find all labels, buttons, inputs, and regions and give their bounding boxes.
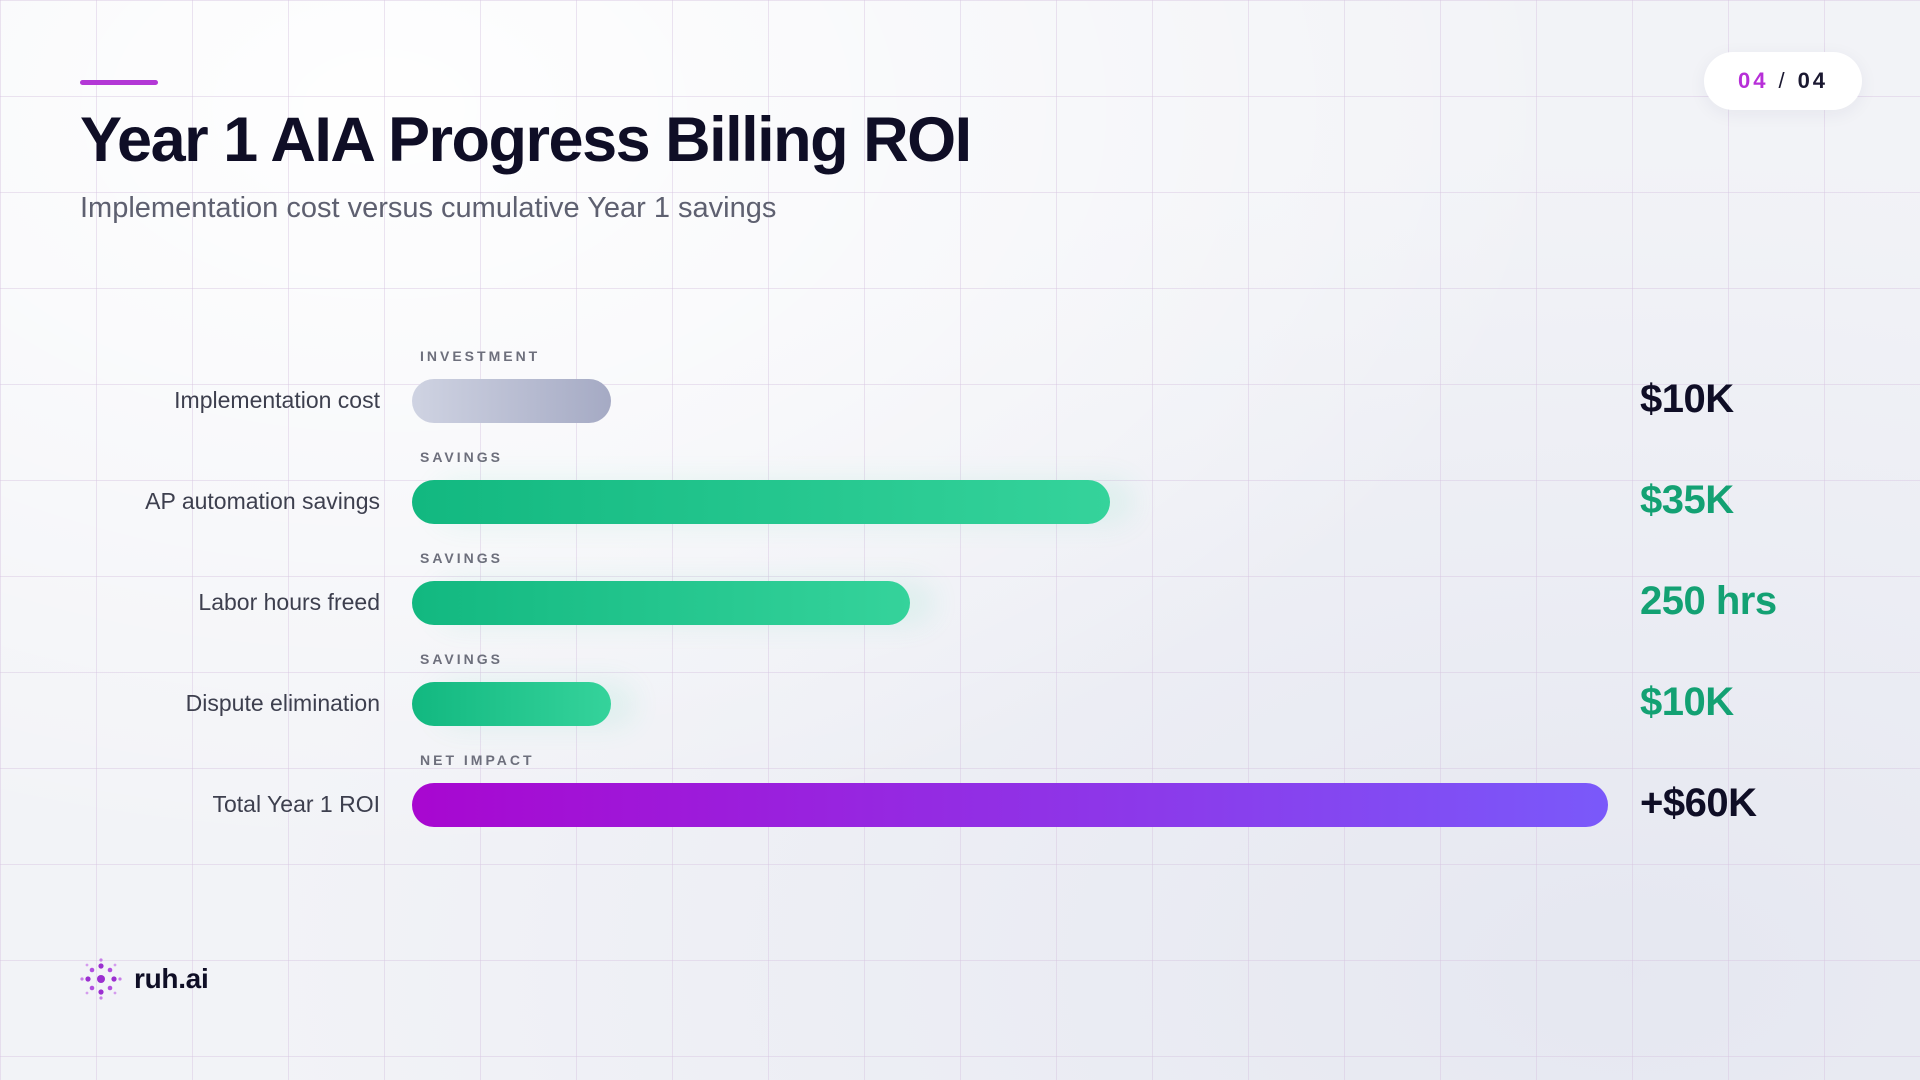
bar-investment [412,379,611,423]
bar-savings [412,581,910,625]
bar-category-label: Dispute elimination [185,690,380,716]
title-accent-line [80,80,158,85]
bar-value-label: $10K [1640,377,1734,421]
bar-value-label: 250 hrs [1640,579,1777,623]
page-separator: / [1778,68,1788,93]
bar-group-tag: NET IMPACT [420,752,535,768]
bar-savings [412,682,611,726]
bar-value-label: +$60K [1640,781,1757,825]
bar-category-label: Implementation cost [174,387,380,413]
bar-category-label: AP automation savings [145,488,380,514]
page-total: 04 [1797,68,1829,93]
bar-group-tag: SAVINGS [420,449,503,465]
dotted-radial-logo-icon [80,958,122,1000]
bar-category-label: Labor hours freed [198,589,380,615]
page-indicator: 04 / 04 [1704,52,1862,110]
bar-group-tag: SAVINGS [420,550,503,566]
page-current: 04 [1737,68,1769,93]
slide-title: Year 1 AIA Progress Billing ROI [80,105,972,175]
bar-group-tag: INVESTMENT [420,348,541,364]
bar-savings [412,480,1110,524]
slide-subtitle: Implementation cost versus cumulative Ye… [80,192,777,224]
bar-group-tag: SAVINGS [420,651,503,667]
brand-name: ruh.ai [134,963,209,994]
bar-value-label: $35K [1640,478,1734,522]
brand-logo: ruh.ai [80,958,209,1000]
bar-net [412,783,1608,827]
bar-category-label: Total Year 1 ROI [212,791,381,817]
bar-value-label: $10K [1640,680,1734,724]
